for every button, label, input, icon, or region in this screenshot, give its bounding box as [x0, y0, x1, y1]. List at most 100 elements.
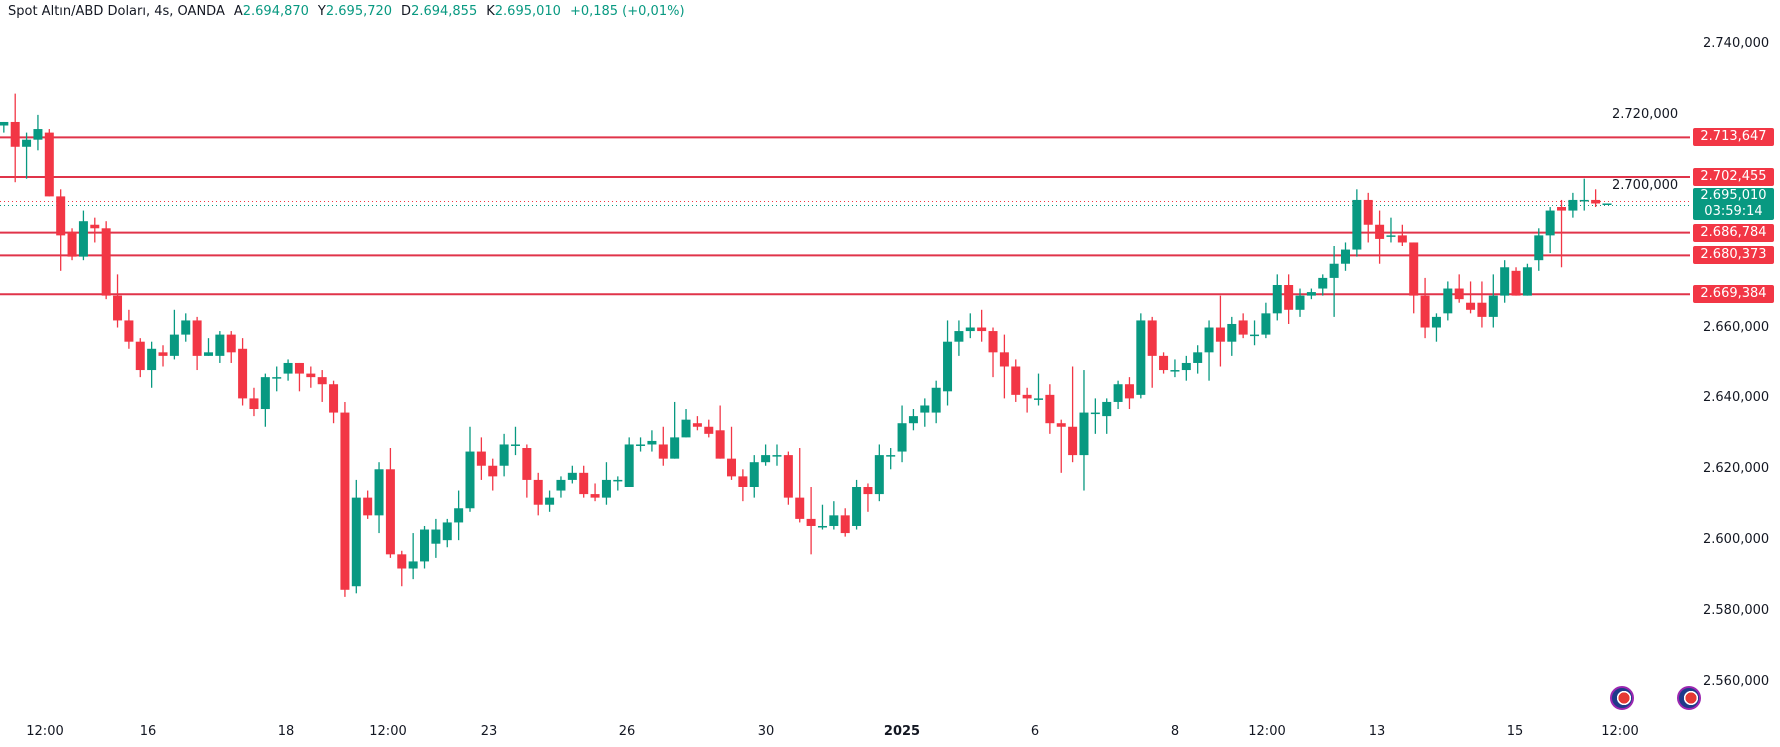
candle-body [806, 518, 816, 526]
candle-body [351, 497, 361, 587]
price-axis-label: 2.720,000 [1612, 106, 1679, 122]
candle-body [1193, 352, 1203, 363]
candle-body [510, 444, 520, 446]
candle-body [624, 444, 634, 487]
candle-body [0, 121, 9, 126]
candle-body [1579, 199, 1589, 202]
candle-body [579, 472, 589, 495]
candle-body [203, 352, 213, 356]
candle-body [294, 362, 304, 374]
candle-body [852, 487, 862, 526]
candle-body [681, 419, 691, 438]
candle-body [590, 494, 600, 498]
candle-body [783, 455, 793, 498]
time-axis-label: 23 [480, 724, 498, 739]
candle-body [715, 430, 725, 459]
time-axis-label: 26 [618, 724, 636, 739]
candle-body [10, 121, 20, 147]
candle-body [260, 377, 270, 410]
candle-body [1170, 370, 1180, 372]
candle-body [1534, 235, 1544, 261]
high-value: 2.695,720 [325, 4, 393, 19]
candle-body [420, 529, 430, 562]
time-axis-label: 12:00 [1601, 724, 1639, 739]
price-axis-label: 2.700,000 [1612, 177, 1679, 193]
candle-body [1272, 284, 1282, 314]
us-flag-icon[interactable] [1677, 686, 1701, 710]
candle-body [1011, 366, 1021, 395]
candle-body [874, 455, 884, 495]
us-flag-icon[interactable] [1610, 686, 1634, 710]
candle-body [1204, 327, 1214, 353]
candle-body [738, 476, 748, 487]
candle-body [272, 377, 282, 379]
candle-body [840, 515, 850, 534]
candle-body [363, 497, 373, 516]
chart-legend: Spot Altın/ABD Doları, 4s, OANDA A 2.694,… [8, 4, 685, 19]
candle-body [545, 497, 555, 505]
close-label: K [486, 4, 495, 19]
candle-body [522, 448, 532, 480]
candle-body [1250, 334, 1260, 337]
candle-body [283, 362, 293, 374]
candle-body [692, 423, 702, 427]
candle-body [908, 416, 918, 424]
candle-body [1090, 412, 1100, 415]
candle-body [817, 525, 827, 528]
current-price-badge: 2.695,010 03:59:14 [1693, 188, 1774, 221]
candle-body [1454, 288, 1464, 300]
candle-body [647, 440, 657, 445]
symbol-title: Spot Altın/ABD Doları, 4s, OANDA [8, 4, 225, 19]
candle-body [1375, 224, 1385, 239]
candle-body [101, 228, 111, 296]
level-price-badge: 2.686,784 [1693, 223, 1774, 242]
change-value: +0,185 (+0,01%) [569, 4, 685, 19]
candle-body [556, 479, 566, 491]
candle-body [385, 469, 395, 555]
bar-countdown: 03:59:14 [1704, 204, 1763, 220]
candle-body [1238, 320, 1248, 335]
candle-body [1545, 210, 1555, 236]
candle-body [931, 387, 941, 413]
candle-body [1511, 270, 1521, 296]
time-axis-label: 13 [1368, 724, 1386, 739]
price-axis-label: 2.660,000 [1703, 319, 1770, 335]
candle-body [158, 352, 168, 356]
level-price-badge: 2.702,455 [1693, 168, 1774, 187]
candle-body [1295, 295, 1305, 310]
level-price-badge: 2.713,647 [1693, 128, 1774, 147]
candle-body [1420, 295, 1430, 328]
time-axis-label: 6 [1030, 724, 1040, 739]
candle-body [954, 331, 964, 342]
candle-body [431, 529, 441, 544]
price-axis-label: 2.620,000 [1703, 461, 1770, 477]
candle-body [192, 320, 202, 356]
candle-body [1557, 207, 1567, 211]
candle-body [147, 348, 157, 371]
candle-body [33, 129, 43, 140]
candle-body [397, 554, 407, 569]
candle-body [113, 295, 123, 321]
candle-body [1261, 313, 1271, 335]
candle-body [215, 334, 225, 356]
candle-body [90, 224, 100, 229]
current-price: 2.695,010 [1700, 188, 1767, 204]
candle-body [567, 472, 577, 480]
candle-body [1386, 235, 1396, 237]
candle-body [408, 561, 418, 569]
candle-body [1409, 242, 1419, 296]
candle-body [670, 437, 680, 459]
candle-body [1591, 199, 1601, 204]
candle-body [135, 341, 145, 371]
candle-body [1022, 394, 1032, 399]
candle-body [67, 231, 77, 257]
candle-body [795, 497, 805, 519]
high-label: Y [317, 4, 326, 19]
time-axis-label: 8 [1170, 724, 1180, 739]
time-axis-label: 18 [277, 724, 295, 739]
candle-body [920, 405, 930, 413]
candle-body [1159, 355, 1169, 371]
candlestick-chart[interactable] [0, 0, 1690, 747]
candle-body [22, 139, 32, 147]
candle-body [1034, 398, 1043, 400]
